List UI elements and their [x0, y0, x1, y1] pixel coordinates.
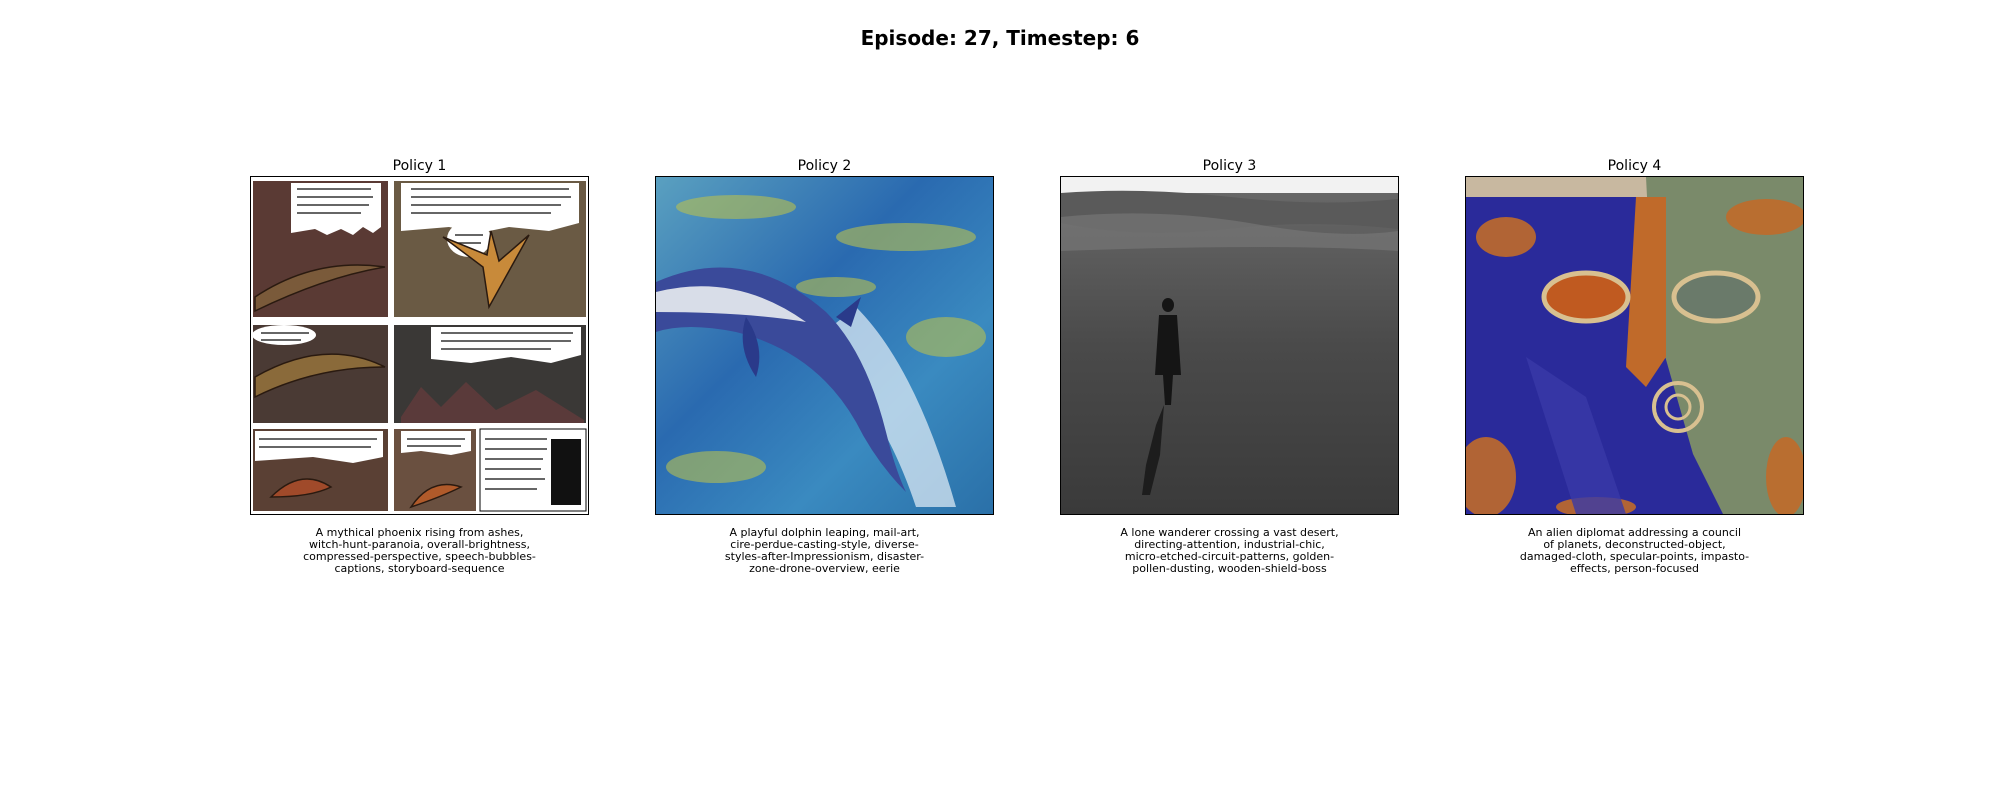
desert-wanderer-image [1061, 177, 1398, 514]
figure-title: Episode: 27, Timestep: 6 [860, 26, 1140, 50]
policy-4-panel: Policy 4 An alien diplomat addressing a … [1465, 156, 1804, 575]
policy-4-caption: An alien diplomat addressing a council o… [1519, 526, 1750, 575]
policy-1-caption: A mythical phoenix rising from ashes, wi… [303, 526, 536, 575]
policy-4-image [1465, 176, 1804, 515]
policy-2-caption: A playful dolphin leaping, mail-art, cir… [724, 526, 925, 575]
policy-2-panel: Policy 2 A playful dolp [655, 156, 994, 575]
policy-2-image [655, 176, 994, 515]
policy-1-title: Policy 1 [392, 158, 447, 174]
policy-3-image [1060, 176, 1399, 515]
policy-4-title: Policy 4 [1607, 158, 1662, 174]
comic-phoenix-image [251, 177, 588, 514]
policy-3-title: Policy 3 [1202, 158, 1257, 174]
policy-2-title: Policy 2 [797, 158, 852, 174]
alien-mask-image [1466, 177, 1803, 514]
policy-3-caption: A lone wanderer crossing a vast desert, … [1120, 526, 1339, 575]
policy-1-panel: Policy 1 [250, 156, 589, 575]
dolphin-painting-image [656, 177, 993, 514]
policy-1-image [250, 176, 589, 515]
policy-3-panel: Policy 3 A lone wanderer crossing a vast… [1060, 156, 1399, 575]
